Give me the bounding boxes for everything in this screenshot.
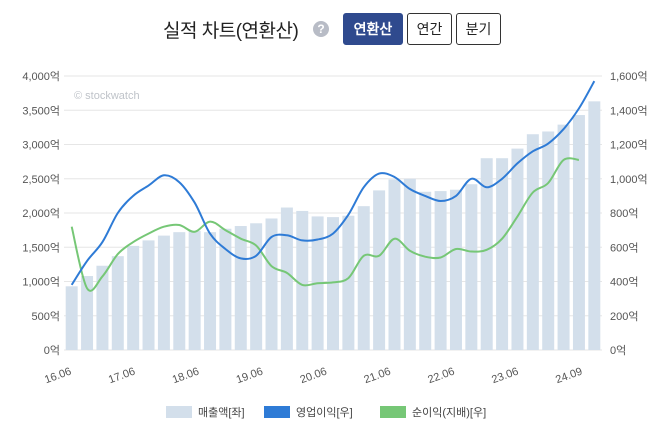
revenue-bar bbox=[434, 191, 447, 350]
x-tick-label: 21.06 bbox=[362, 366, 392, 387]
x-tick-label: 23.06 bbox=[490, 366, 520, 387]
revenue-bar bbox=[234, 226, 247, 350]
revenue-bar bbox=[526, 134, 539, 350]
revenue-bars bbox=[65, 101, 601, 350]
revenue-bar bbox=[449, 189, 462, 350]
legend-revenue-label: 매출액[좌] bbox=[198, 406, 245, 419]
revenue-bar bbox=[280, 207, 293, 350]
right-tick-label: 1,200억 bbox=[610, 139, 648, 152]
revenue-bar bbox=[327, 217, 339, 350]
left-tick-label: 4,000억 bbox=[22, 70, 60, 83]
legend-net-profit-swatch bbox=[380, 406, 406, 418]
revenue-bar bbox=[496, 158, 509, 350]
right-tick-label: 0억 bbox=[610, 344, 626, 357]
left-tick-label: 1,500억 bbox=[22, 241, 60, 254]
revenue-bar bbox=[588, 101, 601, 350]
left-tick-label: 500억 bbox=[32, 310, 60, 323]
revenue-bar bbox=[373, 190, 386, 350]
legend-operating-profit-label: 영업이익[우] bbox=[296, 406, 353, 419]
revenue-bar bbox=[173, 232, 186, 350]
x-tick-label: 19.06 bbox=[235, 366, 265, 387]
revenue-bar bbox=[65, 286, 78, 350]
x-tick-label: 17.06 bbox=[107, 366, 137, 387]
revenue-bar bbox=[250, 223, 263, 350]
left-tick-label: 3,000억 bbox=[22, 139, 60, 152]
revenue-bar bbox=[480, 158, 493, 350]
right-tick-label: 200억 bbox=[610, 310, 638, 323]
x-tick-label: 24.09 bbox=[554, 366, 584, 387]
revenue-bar bbox=[557, 124, 570, 350]
net-profit-line bbox=[70, 157, 580, 292]
legend-revenue-swatch bbox=[166, 406, 192, 418]
left-tick-label: 2,000억 bbox=[22, 207, 60, 220]
operating-profit-line bbox=[70, 80, 596, 286]
revenue-bar bbox=[111, 256, 124, 350]
right-tick-label: 400억 bbox=[610, 276, 638, 289]
revenue-bar bbox=[296, 210, 309, 350]
tab-annual[interactable]: 연간 bbox=[407, 13, 452, 45]
legend: 매출액[좌] 영업이익[우] 순이익(지배)[우] bbox=[166, 406, 486, 419]
revenue-bar bbox=[419, 191, 432, 350]
left-tick-label: 0억 bbox=[44, 344, 60, 357]
x-axis: 16.06 17.06 18.06 19.06 20.06 21.06 22.06 23.06… bbox=[43, 366, 584, 387]
revenue-bar bbox=[403, 178, 416, 350]
x-tick-label: 18.06 bbox=[171, 366, 201, 387]
revenue-bar bbox=[342, 215, 355, 350]
right-tick-label: 800억 bbox=[610, 207, 638, 220]
right-tick-label: 1,000억 bbox=[610, 173, 648, 186]
revenue-bar bbox=[127, 245, 140, 350]
chart-header: 실적 차트(연환산) ? 연환산 연간 분기 bbox=[0, 0, 665, 58]
x-tick-label: 16.06 bbox=[43, 366, 73, 387]
revenue-bar bbox=[465, 184, 478, 350]
watermark: © stockwatch bbox=[74, 90, 140, 102]
tab-quarterly[interactable]: 분기 bbox=[456, 13, 501, 45]
x-tick-label: 22.06 bbox=[426, 366, 456, 387]
tab-annualized[interactable]: 연환산 bbox=[343, 13, 403, 45]
legend-net-profit-label: 순이익(지배)[우] bbox=[412, 406, 486, 419]
left-tick-label: 3,500억 bbox=[22, 104, 60, 117]
revenue-bar bbox=[219, 228, 232, 350]
revenue-bar bbox=[357, 206, 370, 350]
revenue-bar bbox=[265, 218, 278, 350]
revenue-bar bbox=[96, 265, 109, 350]
revenue-bar bbox=[572, 115, 585, 350]
x-tick-label: 20.06 bbox=[299, 366, 329, 387]
right-axis: 0억 200억 400억 600억 800억 1,000억 1,200억 1,400억 1,60… bbox=[610, 70, 648, 357]
revenue-bar bbox=[542, 131, 555, 350]
right-tick-label: 1,400억 bbox=[610, 104, 648, 117]
revenue-bar bbox=[142, 240, 155, 350]
chart-title: 실적 차트(연환산) bbox=[163, 21, 299, 42]
right-tick-label: 1,600억 bbox=[610, 70, 648, 83]
revenue-bar bbox=[81, 276, 94, 350]
left-tick-label: 2,500억 bbox=[22, 173, 60, 186]
legend-operating-profit-swatch bbox=[264, 406, 290, 418]
profit-lines bbox=[70, 80, 596, 292]
revenue-bar bbox=[388, 179, 401, 350]
right-tick-label: 600억 bbox=[610, 241, 638, 254]
left-tick-label: 1,000억 bbox=[22, 276, 60, 289]
revenue-bar bbox=[157, 235, 170, 350]
revenue-bar bbox=[511, 148, 524, 350]
revenue-bar bbox=[204, 232, 217, 350]
question-circle-icon[interactable]: ? bbox=[313, 21, 329, 37]
revenue-bar bbox=[188, 230, 201, 350]
left-axis: 0억 500억 1,000억 1,500억 2,000억 2,500억 3,000억 3,50… bbox=[22, 70, 60, 357]
